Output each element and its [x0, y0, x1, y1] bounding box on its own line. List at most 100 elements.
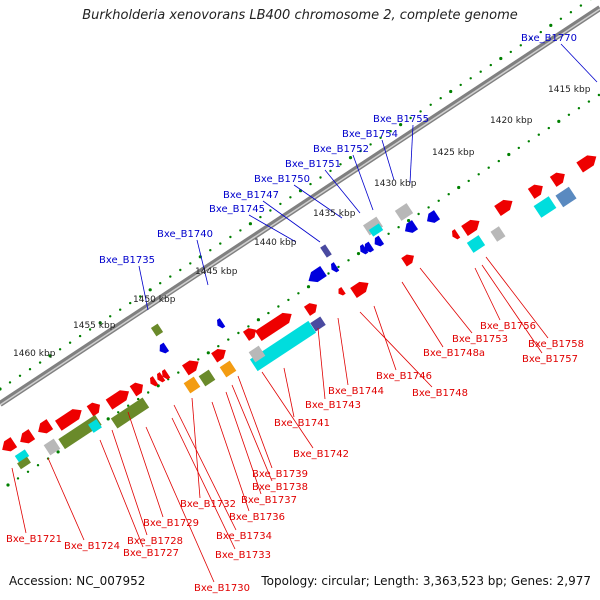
top-leader-line — [262, 200, 321, 243]
gene-feature-22-shape — [255, 312, 292, 342]
gene-feature-15 — [156, 372, 166, 383]
gene-feature-23-shape — [242, 328, 257, 341]
gene-feature-54 — [359, 244, 369, 255]
gene-feature-38-body — [490, 226, 506, 242]
ruler-label: 1460 kbp — [13, 349, 56, 359]
gene-feature-14-shape — [149, 376, 159, 387]
gene-feature-28 — [338, 287, 346, 296]
ruler-tick — [497, 159, 500, 163]
gene-feature-34-shape — [527, 184, 543, 199]
top-leader-line — [560, 43, 598, 83]
ruler-tick — [147, 391, 150, 394]
ruler-tick — [499, 56, 503, 61]
gene-feature-44 — [364, 241, 375, 253]
gene-feature-11 — [110, 397, 150, 429]
bottom-leader-line — [171, 417, 236, 550]
top-gene-label: Bxe_B1770 — [521, 33, 577, 44]
gene-feature-49-body — [368, 223, 384, 237]
gene-feature-15-shape — [156, 372, 166, 383]
ruler-tick — [479, 70, 482, 73]
bottom-leader-line — [47, 457, 85, 541]
ruler-tick — [48, 354, 52, 358]
ruler-tick — [509, 50, 512, 54]
ruler-tick — [569, 11, 573, 14]
ruler-tick — [557, 119, 561, 123]
gene-feature-16-shape — [161, 369, 171, 380]
gene-feature-8 — [43, 438, 61, 456]
gene-feature-6-shape — [105, 390, 130, 410]
gene-feature-53-shape — [216, 318, 226, 329]
gene-features — [2, 155, 597, 470]
topology-text: Topology: circular; Length: 3,363,523 bp… — [261, 574, 591, 588]
gene-feature-48-body — [363, 216, 383, 236]
bottom-leader-line — [211, 401, 250, 512]
ruler-tick — [597, 93, 600, 97]
gene-feature-17 — [183, 376, 201, 394]
gene-feature-25-body — [249, 320, 317, 372]
ruler-tick — [559, 17, 563, 20]
ruler-label: 1430 kbp — [374, 179, 417, 189]
ruler-tick — [247, 325, 250, 328]
ruler-tick — [56, 450, 60, 454]
gene-feature-17-body — [183, 376, 201, 394]
gene-feature-33-shape — [494, 199, 513, 216]
ruler-label: 1420 kbp — [490, 116, 533, 126]
bottom-gene-label: Bxe_B1730 — [194, 583, 250, 594]
gene-feature-38 — [490, 226, 506, 242]
ruler-tick — [137, 397, 140, 401]
ruler-label: 1450 kbp — [133, 295, 176, 305]
bottom-gene-label: Bxe_B1743 — [305, 400, 361, 411]
bottom-leader-line — [481, 264, 543, 354]
ruler-tick — [297, 292, 300, 295]
gene-feature-2-shape — [20, 429, 36, 444]
ruler-tick — [547, 126, 550, 130]
ruler-tick — [78, 334, 82, 338]
bottom-gene-label: Bxe_B1748 — [412, 388, 468, 399]
gene-feature-42 — [330, 262, 340, 273]
ruler-tick — [58, 348, 62, 351]
ruler-tick — [106, 417, 110, 421]
top-gene-label: Bxe_B1755 — [373, 114, 429, 125]
ruler-tick — [129, 301, 132, 305]
ruler-tick — [429, 103, 432, 107]
ruler-tick — [206, 351, 210, 355]
ruler-tick — [447, 193, 450, 196]
top-gene-label: Bxe_B1740 — [157, 229, 213, 240]
ruler-tick — [517, 146, 520, 150]
gene-feature-33 — [494, 199, 513, 216]
ruler-tick — [169, 275, 172, 278]
ruler-tick — [487, 166, 490, 169]
ruler-tick — [356, 252, 361, 256]
bottom-leader-line — [317, 327, 326, 400]
gene-feature-37-body — [466, 235, 486, 253]
top-leader-line — [248, 214, 297, 243]
ruler-tick — [417, 212, 420, 216]
gene-feature-53 — [216, 318, 226, 329]
bottom-gene-label: Bxe_B1736 — [229, 512, 285, 523]
gene-feature-4 — [55, 409, 82, 431]
ruler-tick — [217, 345, 220, 348]
gene-feature-1-shape — [2, 437, 18, 452]
ruler-tick — [347, 259, 350, 262]
top-gene-label: Bxe_B1754 — [342, 129, 398, 140]
ruler-tick — [339, 163, 342, 166]
ruler-tick — [197, 358, 200, 361]
ruler-tick — [219, 242, 222, 245]
gene-feature-18 — [198, 369, 216, 387]
ruler-tick — [159, 282, 162, 285]
bottom-leader-line — [231, 384, 273, 482]
ruler-tick — [248, 222, 252, 226]
ruler-tick — [309, 182, 312, 186]
ruler-tick — [579, 4, 583, 7]
gene-feature-4-shape — [55, 409, 82, 431]
ruler-tick — [379, 136, 382, 139]
gene-feature-30-shape — [401, 254, 415, 267]
gene-feature-26 — [248, 345, 266, 363]
gene-feature-12-body — [14, 449, 30, 463]
ruler-tick — [529, 37, 532, 40]
bottom-leader-line — [283, 367, 295, 418]
ruler-tick — [359, 149, 362, 153]
bottom-leader-line — [11, 467, 27, 534]
gene-feature-42-shape — [330, 262, 340, 273]
ruler-tick — [427, 206, 430, 209]
